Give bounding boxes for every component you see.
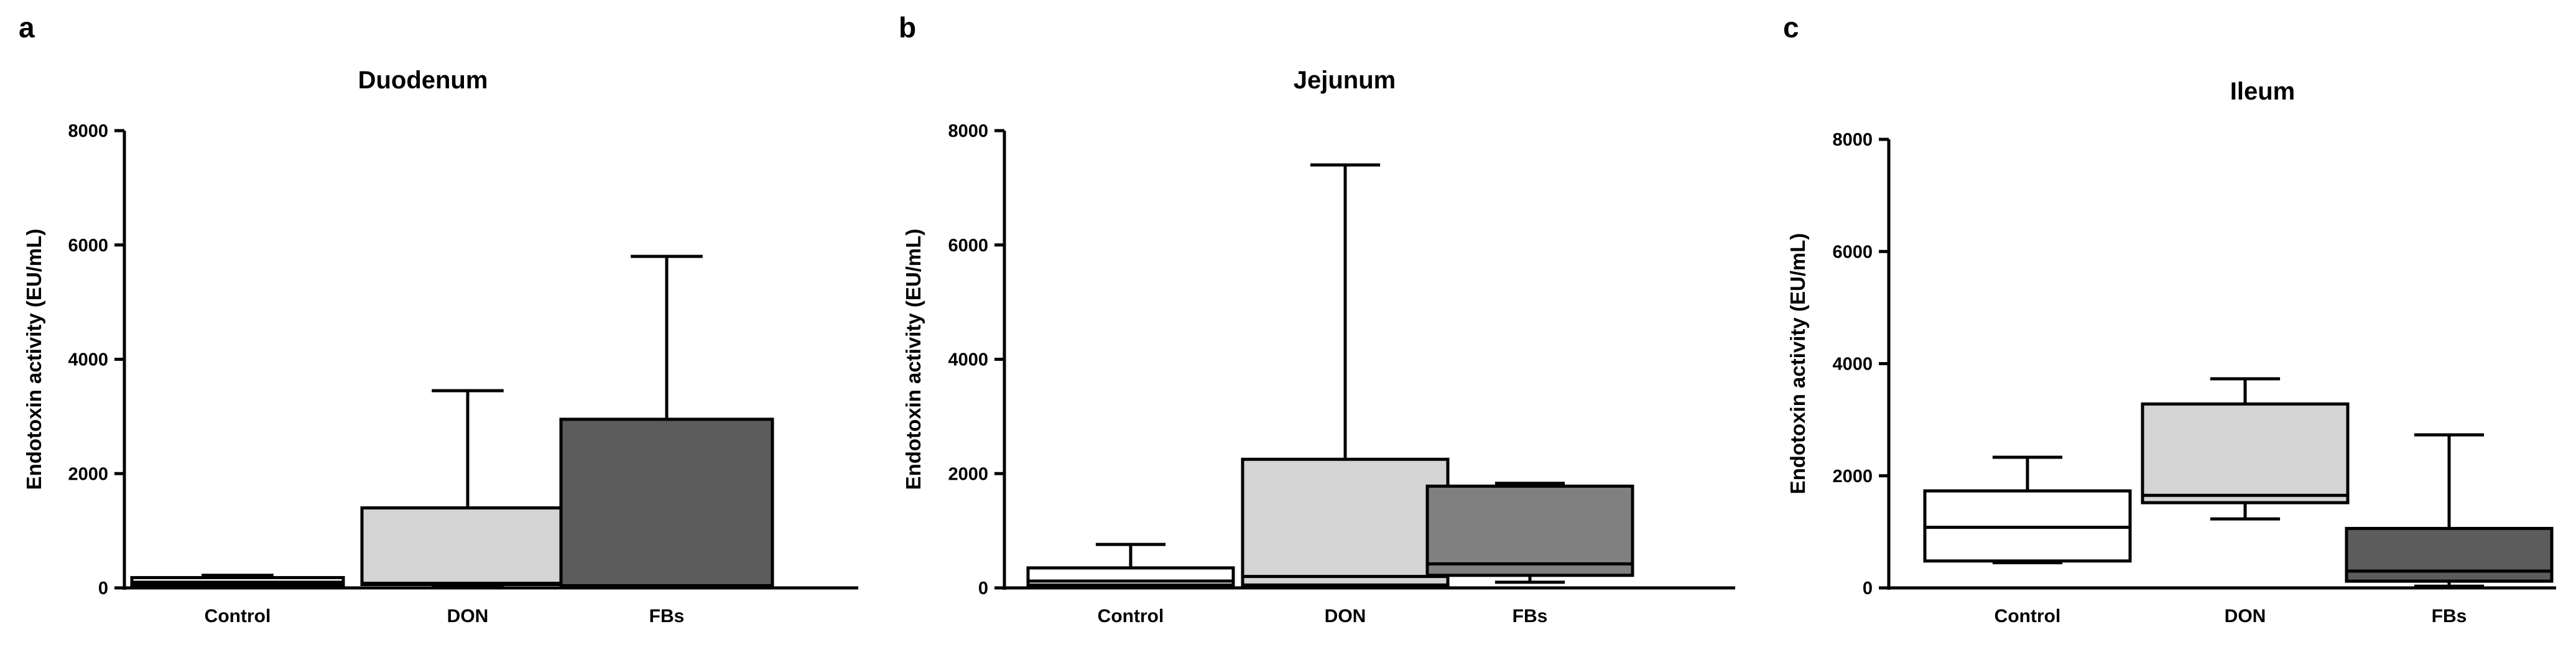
y-tick-label: 8000 <box>68 121 108 141</box>
chart-title: Jejunum <box>1294 67 1396 94</box>
box-control <box>1923 455 2132 564</box>
box-control <box>130 574 345 587</box>
category-label: FBs <box>2432 606 2467 626</box>
y-tick-label: 6000 <box>68 236 108 256</box>
y-tick-label: 2000 <box>948 464 988 484</box>
y-tick-label: 0 <box>98 579 108 598</box>
y-tick-label: 4000 <box>948 350 988 370</box>
category-label: DON <box>1325 606 1366 626</box>
chart-title: Ileum <box>2230 78 2295 105</box>
category-label: DON <box>447 606 489 626</box>
box-control <box>1026 542 1235 588</box>
category-label: Control <box>1995 606 2061 626</box>
category-label: Control <box>205 606 271 626</box>
y-tick-label: 4000 <box>68 350 108 370</box>
y-axis-label: Endotoxin activity (EU/mL) <box>902 229 925 490</box>
y-tick-label: 8000 <box>948 121 988 141</box>
box-iqr <box>2345 526 2554 583</box>
chart-title: Duodenum <box>358 67 488 94</box>
box-iqr <box>360 506 575 586</box>
category-label: DON <box>2225 606 2266 626</box>
y-tick-label: 8000 <box>1832 130 1873 150</box>
box-iqr <box>559 417 774 588</box>
chart-panel-a: a Duodenum 0 2000 4000 6000 8000 Endotoxin acti… <box>19 11 858 626</box>
box-fbs <box>2345 433 2554 588</box>
y-tick-label: 4000 <box>1832 355 1873 375</box>
box-iqr <box>1241 457 1450 587</box>
box-fbs <box>559 254 774 588</box>
box-iqr <box>1425 484 1634 577</box>
box-don <box>1241 163 1450 587</box>
box-fbs <box>1425 482 1634 584</box>
panel-letter: b <box>899 11 916 44</box>
y-tick-label: 6000 <box>948 236 988 256</box>
y-tick-label: 6000 <box>1832 242 1873 262</box>
y-axis-label: Endotoxin activity (EU/mL) <box>22 229 45 490</box>
category-label: FBs <box>1513 606 1548 626</box>
y-tick-label: 2000 <box>68 464 108 484</box>
panel-letter: a <box>19 11 35 44</box>
box-don <box>360 389 575 587</box>
box-iqr <box>2141 402 2350 505</box>
category-label: Control <box>1098 606 1164 626</box>
y-tick-label: 2000 <box>1832 467 1873 486</box>
y-tick-label: 0 <box>978 579 988 598</box>
category-label: FBs <box>649 606 685 626</box>
panel-letter: c <box>1783 11 1799 44</box>
y-tick-label: 0 <box>1863 579 1873 598</box>
chart-panel-c: c Ileum 0 2000 4000 6000 8000 Endotoxin activit… <box>1783 11 2556 626</box>
chart-panel-b: b Jejunum 0 2000 4000 6000 8000 Endotoxin activ… <box>899 11 1735 626</box>
box-don <box>2141 377 2350 521</box>
y-axis-label: Endotoxin activity (EU/mL) <box>1786 233 1809 495</box>
